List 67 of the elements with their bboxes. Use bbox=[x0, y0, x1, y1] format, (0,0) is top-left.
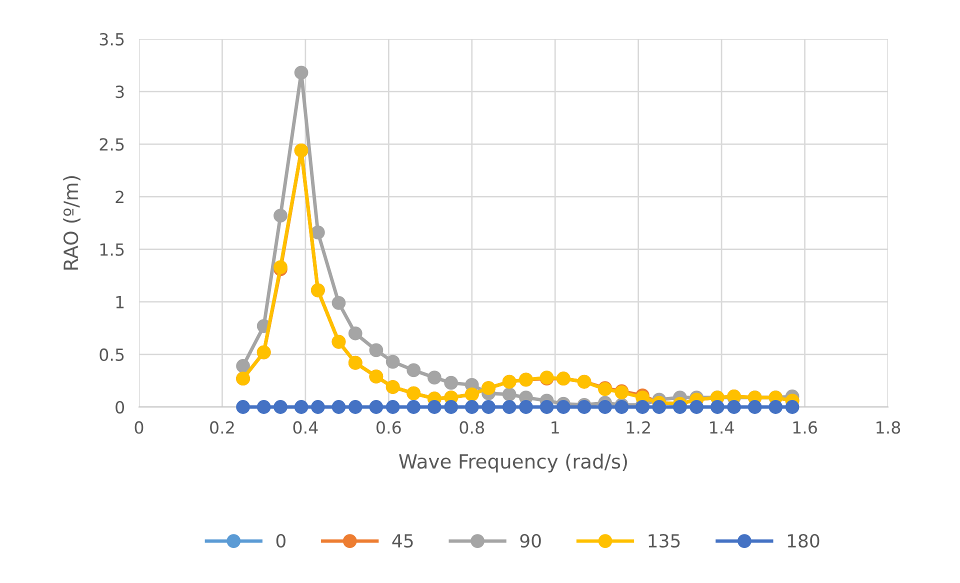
point bbox=[256, 400, 271, 414]
x-tick-label: 1.2 bbox=[626, 421, 650, 434]
y-tick-label: 1 bbox=[116, 296, 124, 308]
x-tick-label: 0.2 bbox=[210, 421, 234, 434]
point bbox=[294, 66, 308, 80]
point bbox=[556, 400, 570, 414]
point bbox=[332, 400, 346, 414]
point bbox=[332, 296, 346, 310]
point bbox=[386, 354, 400, 369]
point bbox=[310, 226, 325, 240]
point bbox=[386, 400, 400, 414]
legend-label: 180 bbox=[788, 534, 820, 548]
y-tick-label: 3 bbox=[116, 86, 124, 98]
point bbox=[369, 400, 384, 414]
point bbox=[274, 208, 288, 223]
x-tick-label: 1 bbox=[552, 421, 559, 434]
point bbox=[464, 400, 479, 414]
x-axis-title: Wave Frequency (rad/s) bbox=[399, 454, 627, 473]
point bbox=[348, 400, 362, 414]
point bbox=[294, 400, 308, 414]
point bbox=[369, 343, 384, 358]
point bbox=[502, 387, 516, 402]
x-tick-label: 0.4 bbox=[293, 421, 318, 434]
point bbox=[540, 400, 554, 414]
y-tick-label: 0 bbox=[116, 400, 124, 414]
point bbox=[710, 400, 724, 414]
point bbox=[652, 400, 666, 414]
point bbox=[577, 400, 592, 414]
x-tick-label: 0 bbox=[134, 421, 144, 434]
point bbox=[427, 370, 442, 385]
point bbox=[310, 400, 325, 414]
point bbox=[598, 400, 612, 414]
x-tick-label: 1.6 bbox=[793, 421, 817, 434]
y-tick-label: 2 bbox=[116, 190, 124, 204]
point bbox=[427, 400, 442, 414]
y-tick-label: 0.5 bbox=[100, 348, 124, 361]
point bbox=[236, 359, 250, 373]
point bbox=[236, 400, 250, 414]
x-tick-label: 0.6 bbox=[376, 421, 401, 434]
point bbox=[614, 400, 629, 414]
legend-label: 135 bbox=[648, 534, 680, 548]
point bbox=[348, 326, 362, 340]
legend-label: 45 bbox=[392, 534, 413, 548]
point bbox=[768, 400, 783, 414]
point bbox=[274, 400, 288, 414]
x-tick-label: 1.4 bbox=[710, 421, 734, 434]
point bbox=[482, 400, 496, 414]
legend-label: 90 bbox=[520, 534, 541, 548]
y-tick-label: 1.5 bbox=[100, 243, 124, 256]
point bbox=[785, 400, 800, 414]
point bbox=[444, 400, 458, 414]
point bbox=[406, 400, 421, 414]
point bbox=[502, 400, 516, 414]
point bbox=[636, 400, 650, 414]
point bbox=[727, 400, 741, 414]
point bbox=[444, 376, 458, 390]
y-tick-label: 2.5 bbox=[100, 138, 124, 151]
legend-label: 0 bbox=[276, 534, 286, 548]
y-axis-title: RAO (º/m) bbox=[63, 176, 80, 270]
point bbox=[673, 400, 687, 414]
y-tick-label: 3.5 bbox=[100, 32, 124, 46]
point bbox=[690, 400, 704, 414]
x-tick-label: 1.8 bbox=[876, 421, 900, 434]
point bbox=[748, 400, 762, 414]
point bbox=[406, 363, 421, 378]
x-tick-label: 0.8 bbox=[460, 421, 484, 434]
point bbox=[519, 400, 533, 414]
